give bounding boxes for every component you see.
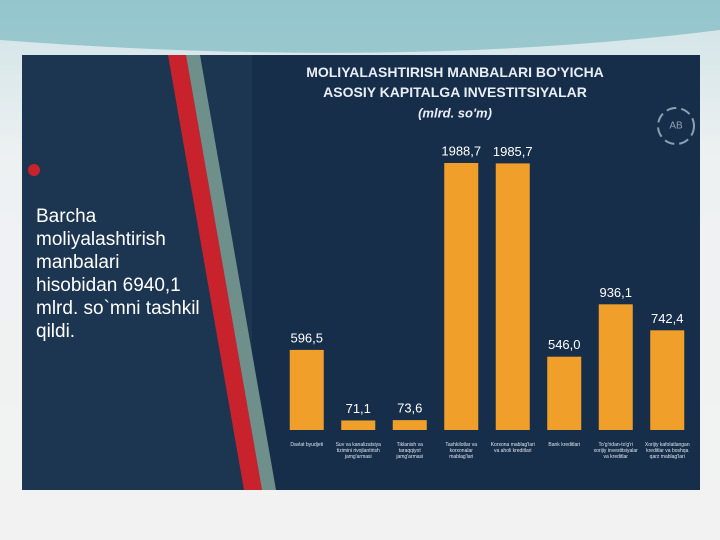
x-tick-label: To'g'ridan-to'g'ri xorijiy investitsiyal…	[593, 442, 638, 460]
value-label: 73,6	[397, 401, 422, 416]
slide-text: Barcha moliyalashtirish manbalari hisobi…	[36, 206, 200, 342]
x-tick-label: Tiklanish va taraqqiyot jamg'armasi	[396, 442, 424, 460]
value-label: 1988,7	[441, 143, 481, 158]
bar	[598, 304, 633, 430]
x-tick-label: Suv va kanalizatsiya tizimini rivojlanti…	[335, 442, 381, 460]
value-label: 1985,7	[493, 144, 533, 159]
x-tick-label: Bank kreditlari	[548, 442, 581, 448]
value-label: 546,0	[548, 337, 581, 352]
value-label: 596,5	[290, 330, 323, 345]
value-label: 71,1	[346, 401, 371, 416]
bar	[444, 163, 479, 430]
x-tick-label: Korxona mablag'lari va aholi kreditlari	[490, 442, 535, 454]
bar	[289, 349, 324, 430]
x-tick-label: Tashkilotlar va korxonalar mablag'lari	[445, 442, 478, 460]
logo: AB	[669, 121, 683, 132]
x-tick-label: Davlat byudjeti	[290, 442, 324, 448]
x-tick-label: Xorijiy kafolatlangan kreditlar va boshq…	[644, 442, 690, 460]
bar	[341, 420, 376, 430]
bar	[650, 330, 685, 430]
bar	[547, 356, 582, 430]
chart-title: MOLIYALASHTIRISH MANBALARI BO'YICHA ASOSI…	[306, 64, 604, 100]
value-label: 742,4	[651, 311, 684, 326]
value-label: 936,1	[599, 285, 632, 300]
bar	[392, 420, 427, 430]
chart-subtitle: (mlrd. so'm)	[418, 105, 492, 120]
bar	[495, 163, 530, 430]
